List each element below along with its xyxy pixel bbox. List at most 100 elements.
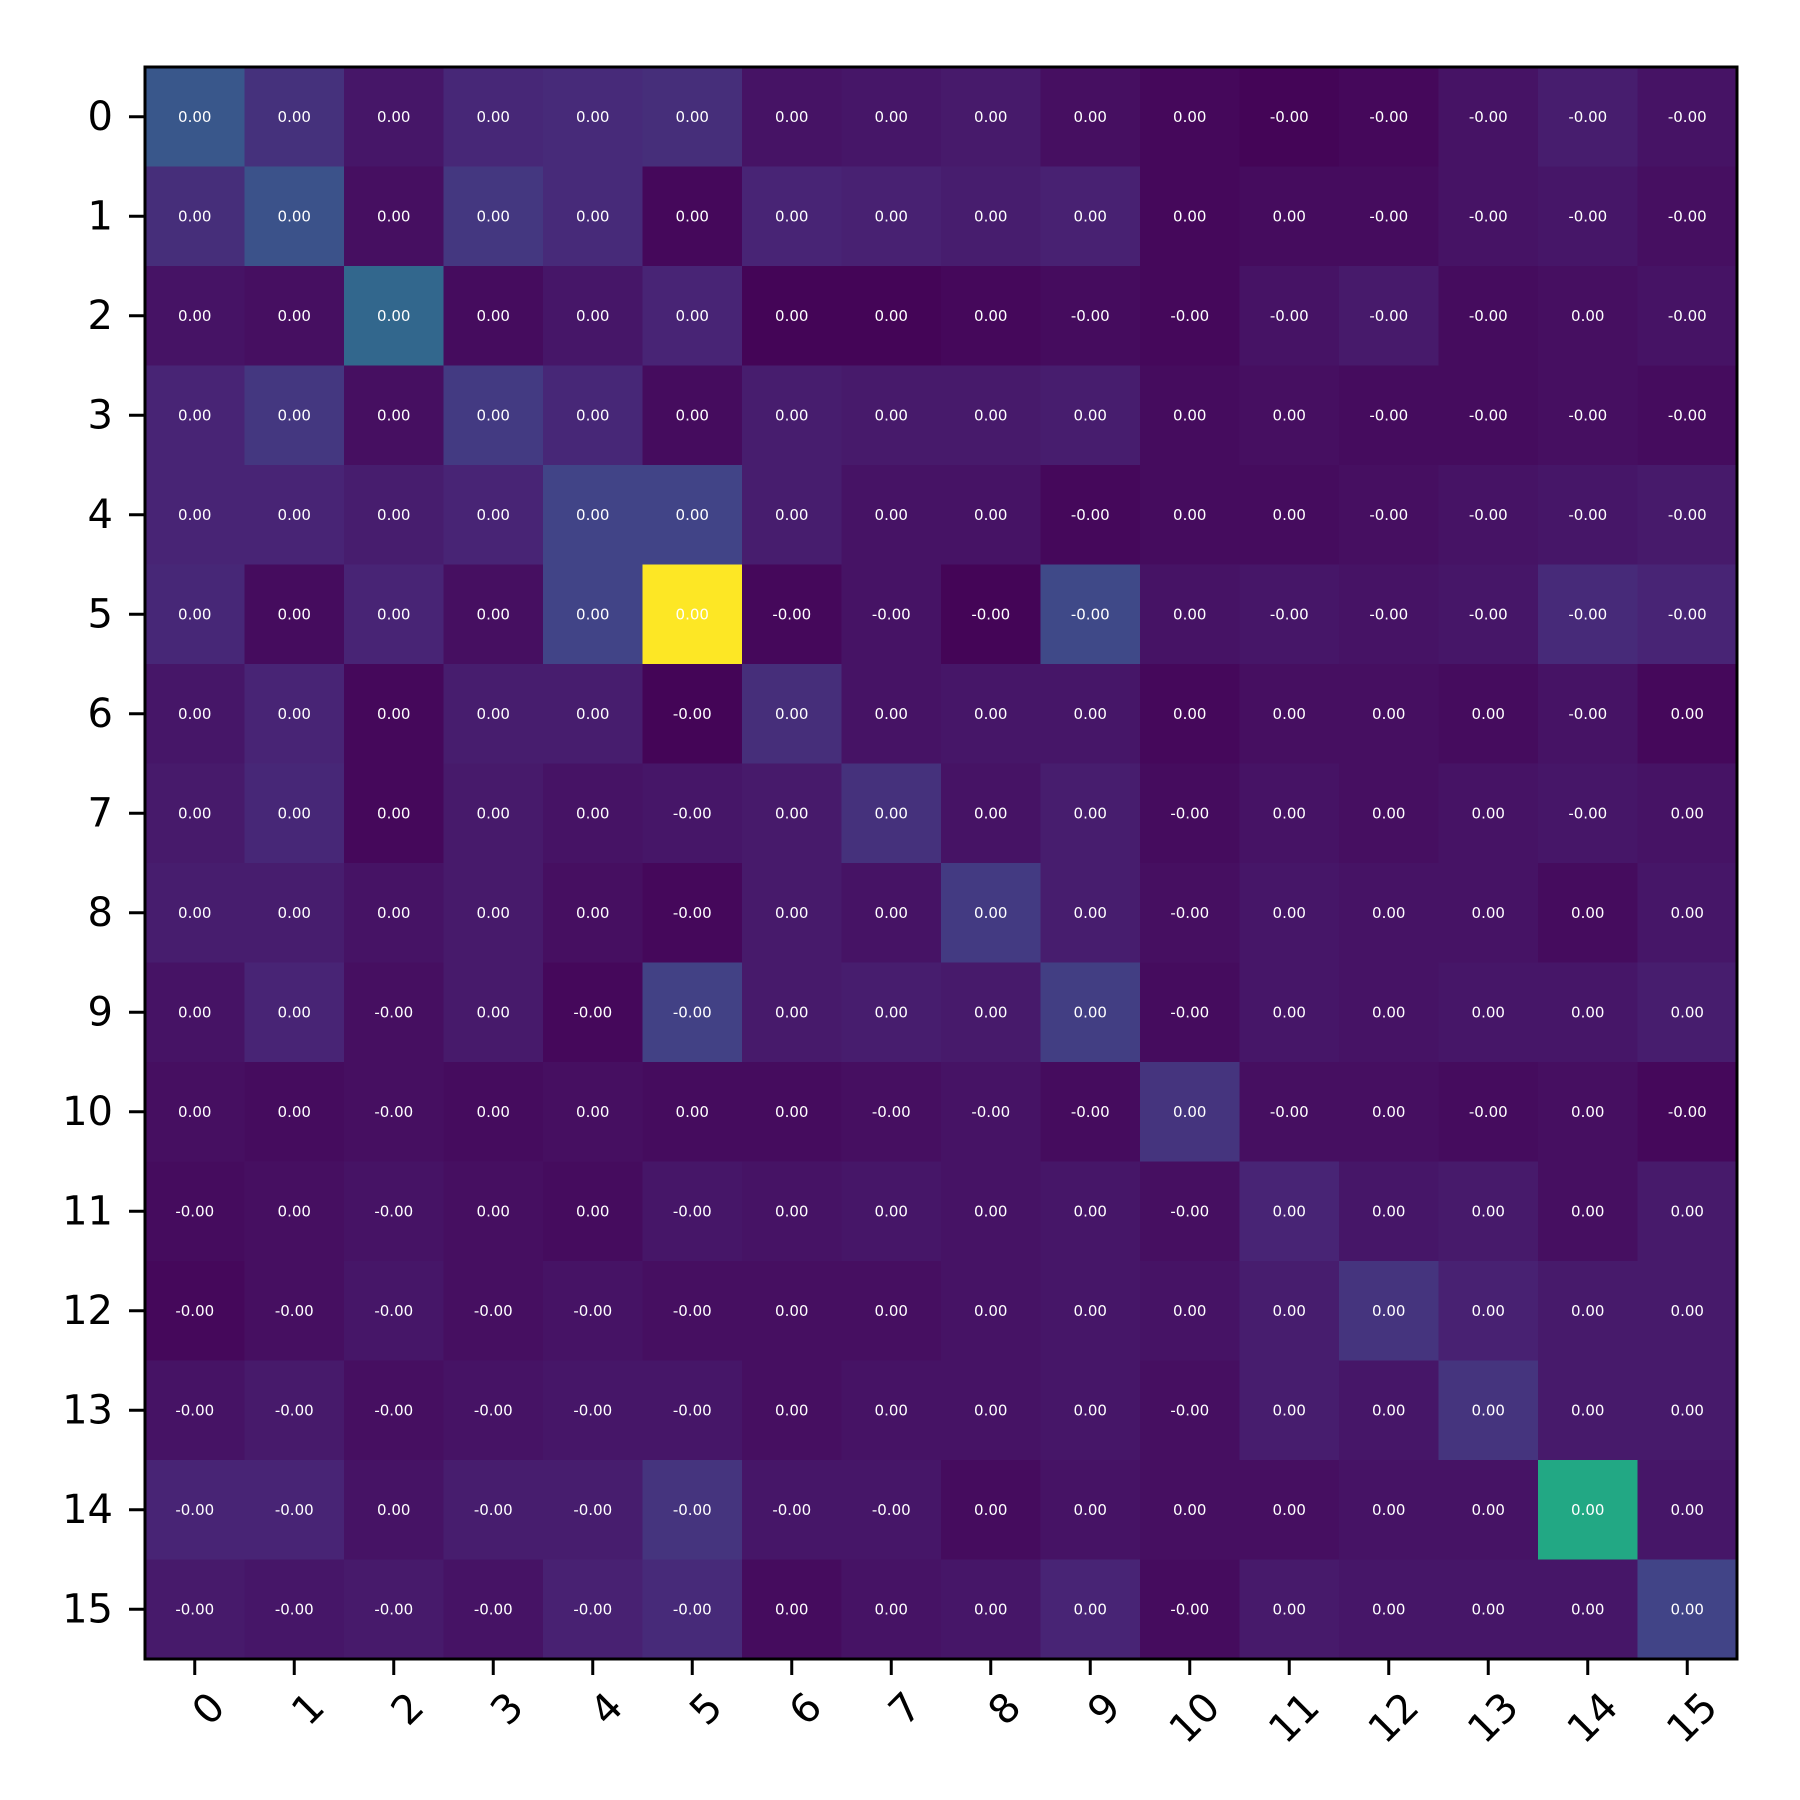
heatmap-cell-14-2: [344, 1460, 444, 1560]
heatmap-cell-12-8: [941, 1261, 1041, 1361]
heatmap-cell-1-8: [941, 166, 1041, 267]
heatmap-cell-1-9: [1040, 166, 1141, 267]
heatmap-cell-14-12: [1339, 1460, 1439, 1560]
heatmap-cell-11-2: [344, 1161, 444, 1262]
cell-value-label-0-14: -0.00: [1568, 108, 1607, 126]
cell-value-label-10-5: 0.00: [676, 1103, 709, 1121]
cell-value-label-6-13: 0.00: [1472, 705, 1505, 723]
heatmap-cell-9-11: [1239, 962, 1340, 1063]
cell-value-label-13-3: -0.00: [474, 1401, 513, 1419]
heatmap-cells: [145, 67, 1738, 1660]
cell-value-label-13-0: -0.00: [175, 1401, 214, 1419]
heatmap-cell-14-3: [443, 1460, 544, 1560]
heatmap-cell-10-10: [1140, 1062, 1240, 1162]
cell-value-label-2-3: 0.00: [477, 307, 510, 325]
cell-value-label-3-1: 0.00: [278, 406, 311, 424]
heatmap-cell-1-14: [1538, 166, 1638, 267]
x-tick-label: 8: [980, 1684, 1031, 1735]
heatmap-cell-2-13: [1438, 266, 1539, 366]
heatmap-cell-9-7: [841, 962, 942, 1063]
cell-value-label-6-12: 0.00: [1372, 705, 1405, 723]
cell-value-label-6-7: 0.00: [875, 705, 908, 723]
cell-value-label-13-10: -0.00: [1170, 1401, 1209, 1419]
cell-value-label-1-4: 0.00: [576, 207, 609, 225]
heatmap-cell-4-7: [841, 465, 942, 565]
cell-value-label-1-10: 0.00: [1173, 207, 1206, 225]
heatmap-cell-11-4: [543, 1161, 643, 1262]
heatmap-cell-5-11: [1239, 564, 1340, 665]
heatmap-cell-3-0: [145, 365, 245, 466]
heatmap-cell-5-7: [841, 564, 942, 665]
heatmap-cell-5-4: [543, 564, 643, 665]
cell-value-label-9-0: 0.00: [178, 1003, 211, 1021]
heatmap-cell-6-6: [742, 664, 842, 764]
cell-value-label-5-8: -0.00: [971, 605, 1010, 623]
heatmap-cell-6-1: [244, 664, 345, 764]
cell-value-label-6-8: 0.00: [974, 705, 1007, 723]
heatmap-cell-13-8: [941, 1360, 1041, 1461]
x-tick-label: 10: [1161, 1684, 1230, 1753]
cell-value-label-3-11: 0.00: [1273, 406, 1306, 424]
heatmap-cell-6-11: [1239, 664, 1340, 764]
cell-value-label-3-9: 0.00: [1074, 406, 1107, 424]
heatmap-cell-13-2: [344, 1360, 444, 1461]
y-tick-label: 15: [62, 1586, 113, 1632]
heatmap-cell-3-15: [1637, 365, 1738, 466]
cell-value-label-4-7: 0.00: [875, 506, 908, 524]
cell-value-label-9-12: 0.00: [1372, 1003, 1405, 1021]
cell-value-label-7-9: 0.00: [1074, 804, 1107, 822]
cell-value-label-5-1: 0.00: [278, 605, 311, 623]
cell-value-label-11-5: -0.00: [673, 1202, 712, 1220]
heatmap-cell-8-8: [941, 863, 1041, 963]
cell-value-label-6-11: 0.00: [1273, 705, 1306, 723]
heatmap-cell-11-0: [145, 1161, 245, 1262]
heatmap-cell-8-2: [344, 863, 444, 963]
heatmap-cell-0-4: [543, 67, 643, 167]
heatmap-cell-4-6: [742, 465, 842, 565]
heatmap-cell-9-5: [642, 962, 743, 1063]
cell-value-label-8-1: 0.00: [278, 904, 311, 922]
cell-value-label-10-15: -0.00: [1668, 1103, 1707, 1121]
heatmap-cell-3-4: [543, 365, 643, 466]
cell-value-label-10-14: 0.00: [1571, 1103, 1604, 1121]
y-tick-label: 0: [88, 94, 113, 140]
cell-value-label-3-13: -0.00: [1469, 406, 1508, 424]
heatmap-cell-1-0: [145, 166, 245, 267]
heatmap-cell-7-15: [1637, 763, 1738, 864]
heatmap-cell-14-9: [1040, 1460, 1141, 1560]
heatmap-cell-14-4: [543, 1460, 643, 1560]
heatmap-cell-3-3: [443, 365, 544, 466]
y-tick-label: 4: [88, 492, 113, 538]
cell-value-label-14-2: 0.00: [377, 1501, 410, 1519]
cell-value-label-2-6: 0.00: [775, 307, 808, 325]
heatmap-cell-11-11: [1239, 1161, 1340, 1262]
cell-value-label-12-14: 0.00: [1571, 1302, 1604, 1320]
cell-value-label-13-14: 0.00: [1571, 1401, 1604, 1419]
heatmap-cell-14-6: [742, 1460, 842, 1560]
heatmap-cell-10-11: [1239, 1062, 1340, 1162]
heatmap-cell-8-12: [1339, 863, 1439, 963]
cell-value-label-5-7: -0.00: [872, 605, 911, 623]
heatmap-cell-12-14: [1538, 1261, 1638, 1361]
heatmap-cell-13-15: [1637, 1360, 1738, 1461]
cell-value-label-15-3: -0.00: [474, 1600, 513, 1618]
cell-value-label-8-12: 0.00: [1372, 904, 1405, 922]
heatmap-cell-4-5: [642, 465, 743, 565]
y-tick-label: 14: [62, 1487, 113, 1533]
heatmap-cell-9-0: [145, 962, 245, 1063]
heatmap-cell-13-4: [543, 1360, 643, 1461]
heatmap-cell-4-12: [1339, 465, 1439, 565]
heatmap-cell-10-2: [344, 1062, 444, 1162]
heatmap-cell-11-14: [1538, 1161, 1638, 1262]
cell-value-label-15-5: -0.00: [673, 1600, 712, 1618]
heatmap-cell-4-8: [941, 465, 1041, 565]
heatmap-cell-4-2: [344, 465, 444, 565]
cell-value-label-2-14: 0.00: [1571, 307, 1604, 325]
cell-value-label-12-15: 0.00: [1671, 1302, 1704, 1320]
cell-value-label-2-12: -0.00: [1369, 307, 1408, 325]
cell-value-label-1-11: 0.00: [1273, 207, 1306, 225]
heatmap-cell-0-15: [1637, 67, 1738, 167]
cell-value-label-1-6: 0.00: [775, 207, 808, 225]
cell-value-label-11-9: 0.00: [1074, 1202, 1107, 1220]
cell-value-label-7-0: 0.00: [178, 804, 211, 822]
